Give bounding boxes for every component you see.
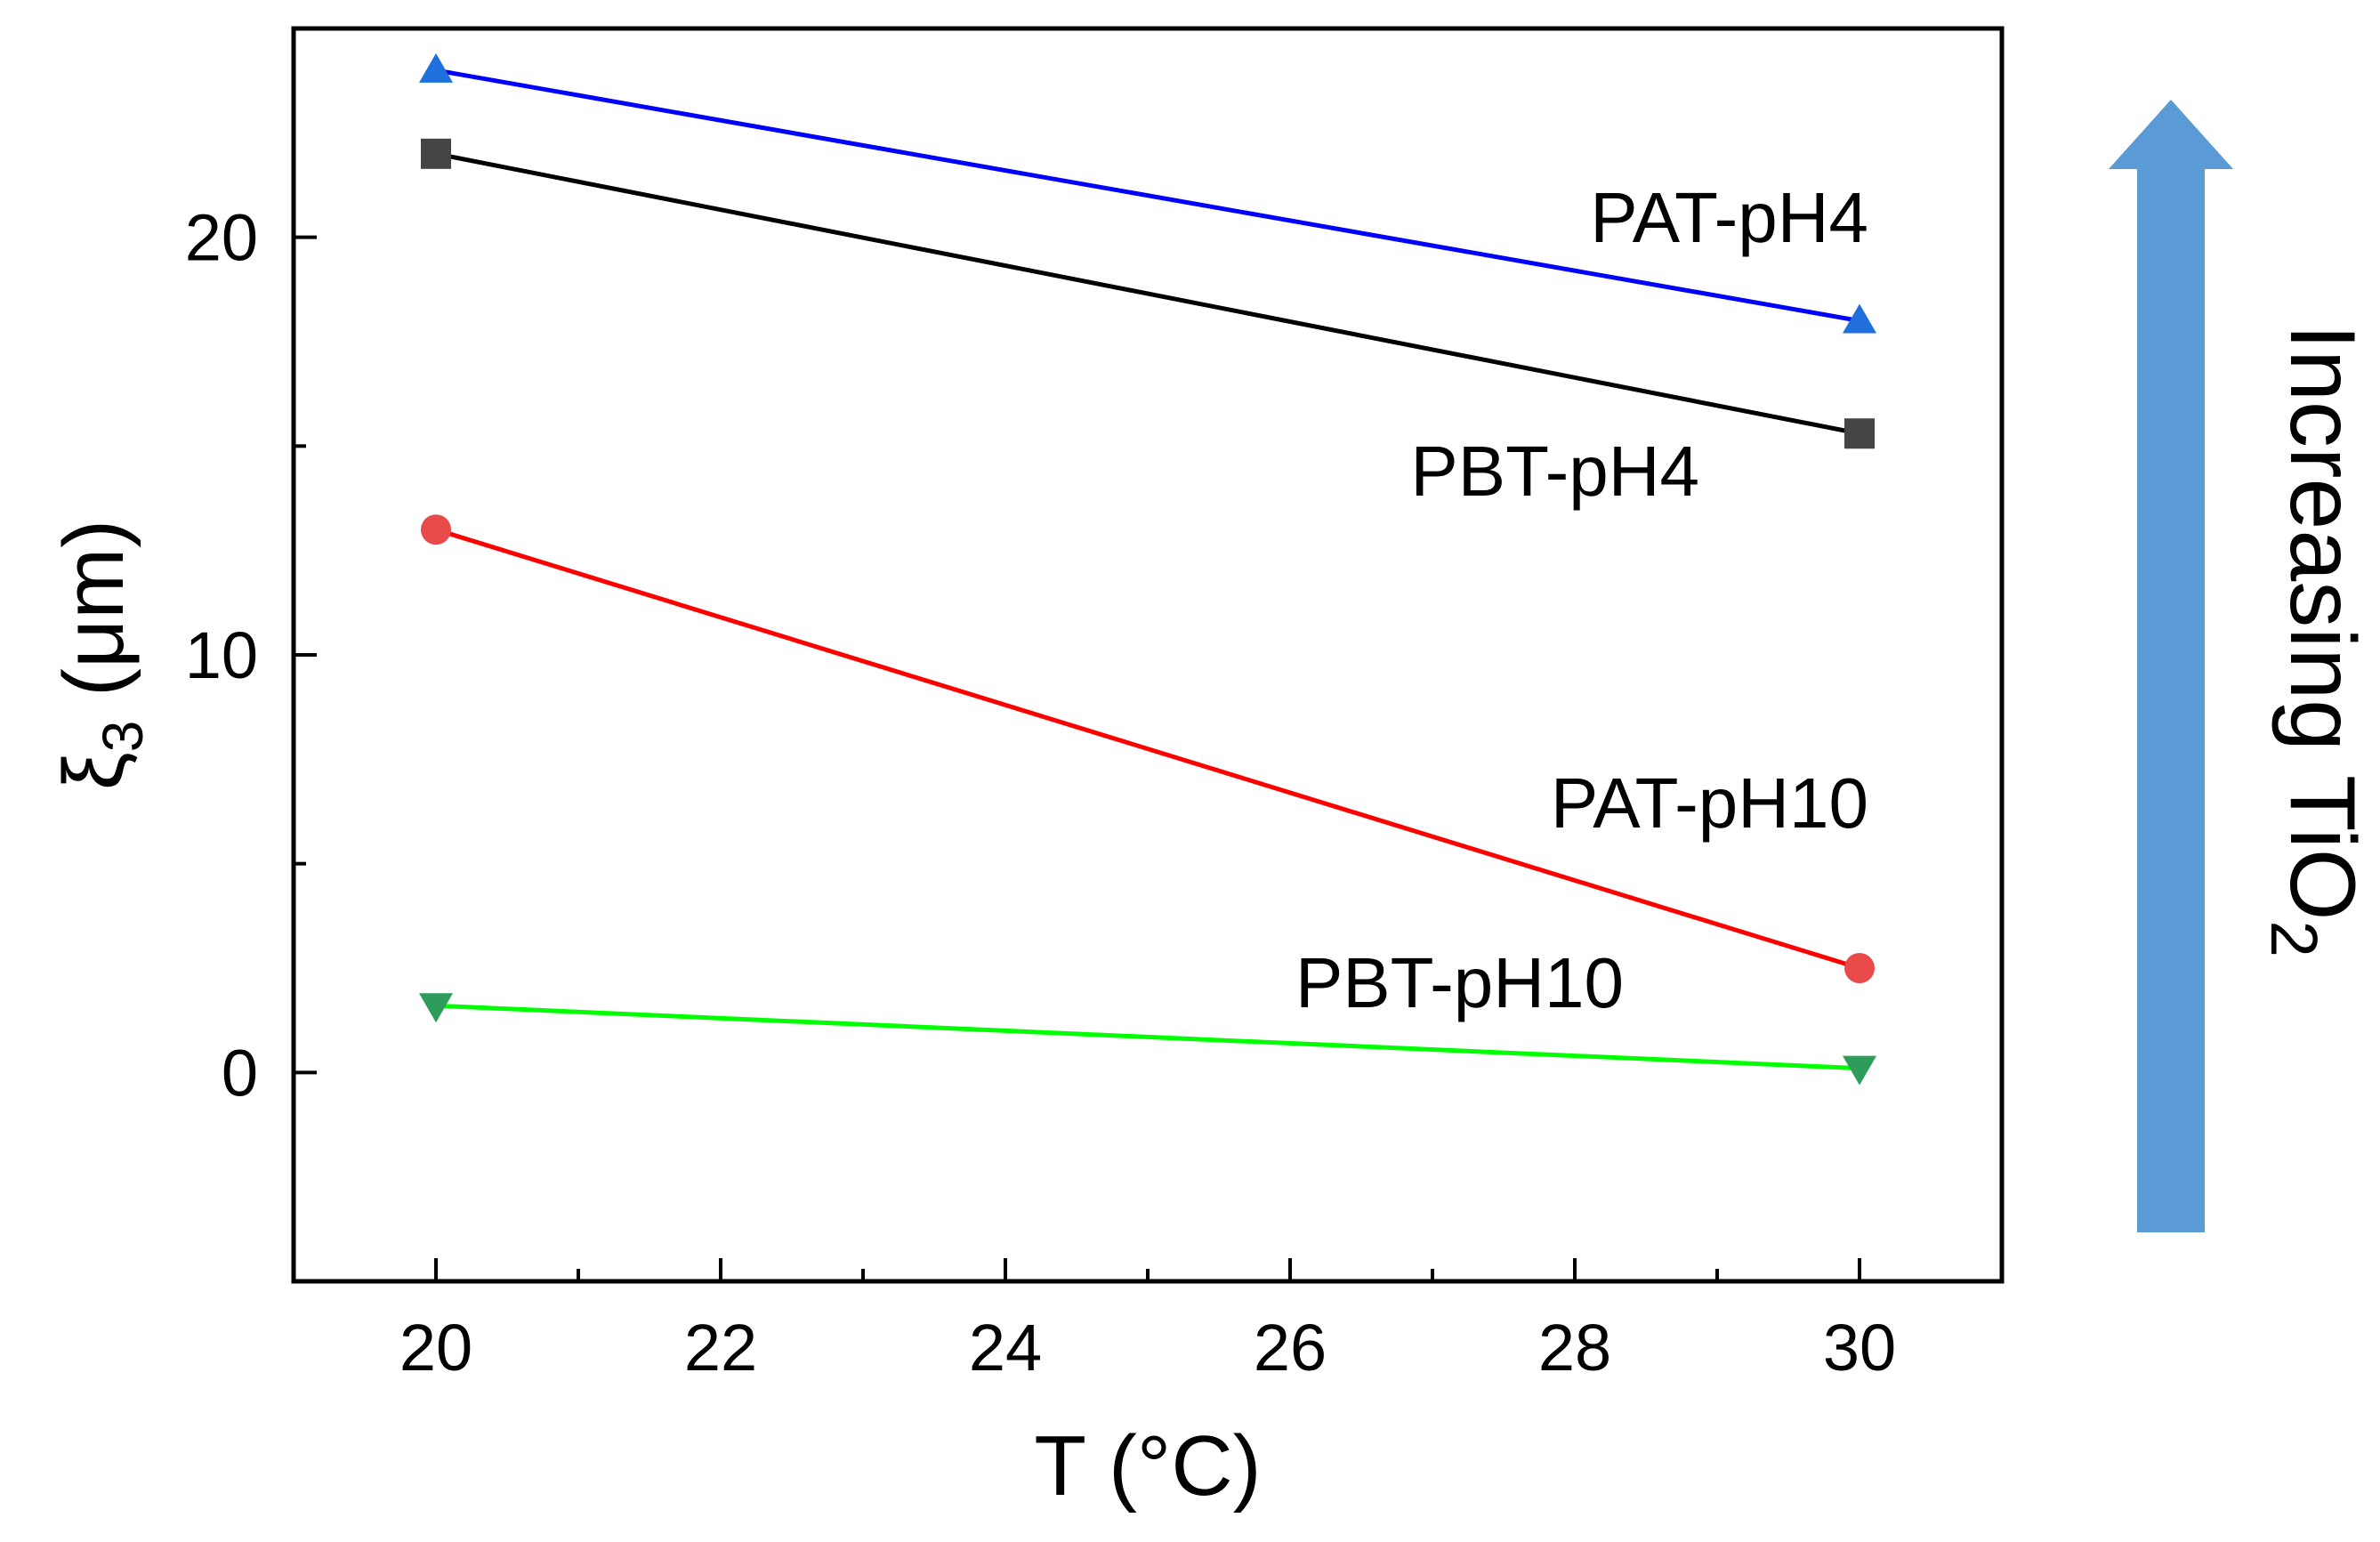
y-tick-label: 10 <box>185 618 258 692</box>
marker-pbt-ph10 <box>419 993 453 1023</box>
marker-pat-ph10 <box>1844 953 1875 983</box>
y-tick-labels: 0 10 20 <box>185 201 258 1110</box>
x-axis-title: T (°C) <box>1034 1418 1261 1514</box>
series-label-pat-ph4: PAT-pH4 <box>1590 178 1868 257</box>
series-label-pbt-ph10: PBT-pH10 <box>1295 943 1624 1022</box>
series-lines <box>435 68 1860 1071</box>
y-tick-label: 0 <box>222 1036 258 1110</box>
marker-pat-ph4 <box>1843 303 1876 334</box>
marker-pbt-ph4 <box>1844 418 1875 449</box>
marker-pat-ph4 <box>419 52 453 83</box>
major-ticks <box>294 235 1861 1281</box>
marker-pbt-ph10 <box>1843 1055 1876 1086</box>
marker-pat-ph10 <box>421 514 451 545</box>
x-tick-label: 28 <box>1538 1311 1611 1385</box>
series-markers <box>419 52 1876 1086</box>
x-tick-label: 24 <box>969 1311 1042 1385</box>
x-tick-label: 26 <box>1254 1311 1327 1385</box>
x-tick-label: 30 <box>1823 1311 1896 1385</box>
minor-ticks <box>292 444 2004 1281</box>
x-tick-label: 22 <box>684 1311 757 1385</box>
x-tick-label: 20 <box>399 1311 472 1385</box>
series-line-pbt-ph4 <box>435 151 1860 436</box>
increasing-tio2-arrow <box>2109 100 2233 1232</box>
series-label-pbt-ph4: PBT-pH4 <box>1410 432 1699 511</box>
series-line-pbt-ph10 <box>435 1003 1860 1071</box>
marker-pbt-ph4 <box>421 138 451 169</box>
series-label-pat-ph10: PAT-pH10 <box>1551 763 1868 843</box>
y-axis-title: ξ3 (μm) <box>46 520 155 790</box>
y-tick-label: 20 <box>185 201 258 275</box>
plot-frame <box>291 26 2005 1284</box>
increasing-tio2-label: Increasing TiO2 <box>2257 324 2374 957</box>
series-line-pat-ph4 <box>435 68 1860 323</box>
series-line-pat-ph10 <box>435 527 1860 971</box>
x-tick-labels: 20 22 24 26 28 30 <box>399 1311 1896 1385</box>
